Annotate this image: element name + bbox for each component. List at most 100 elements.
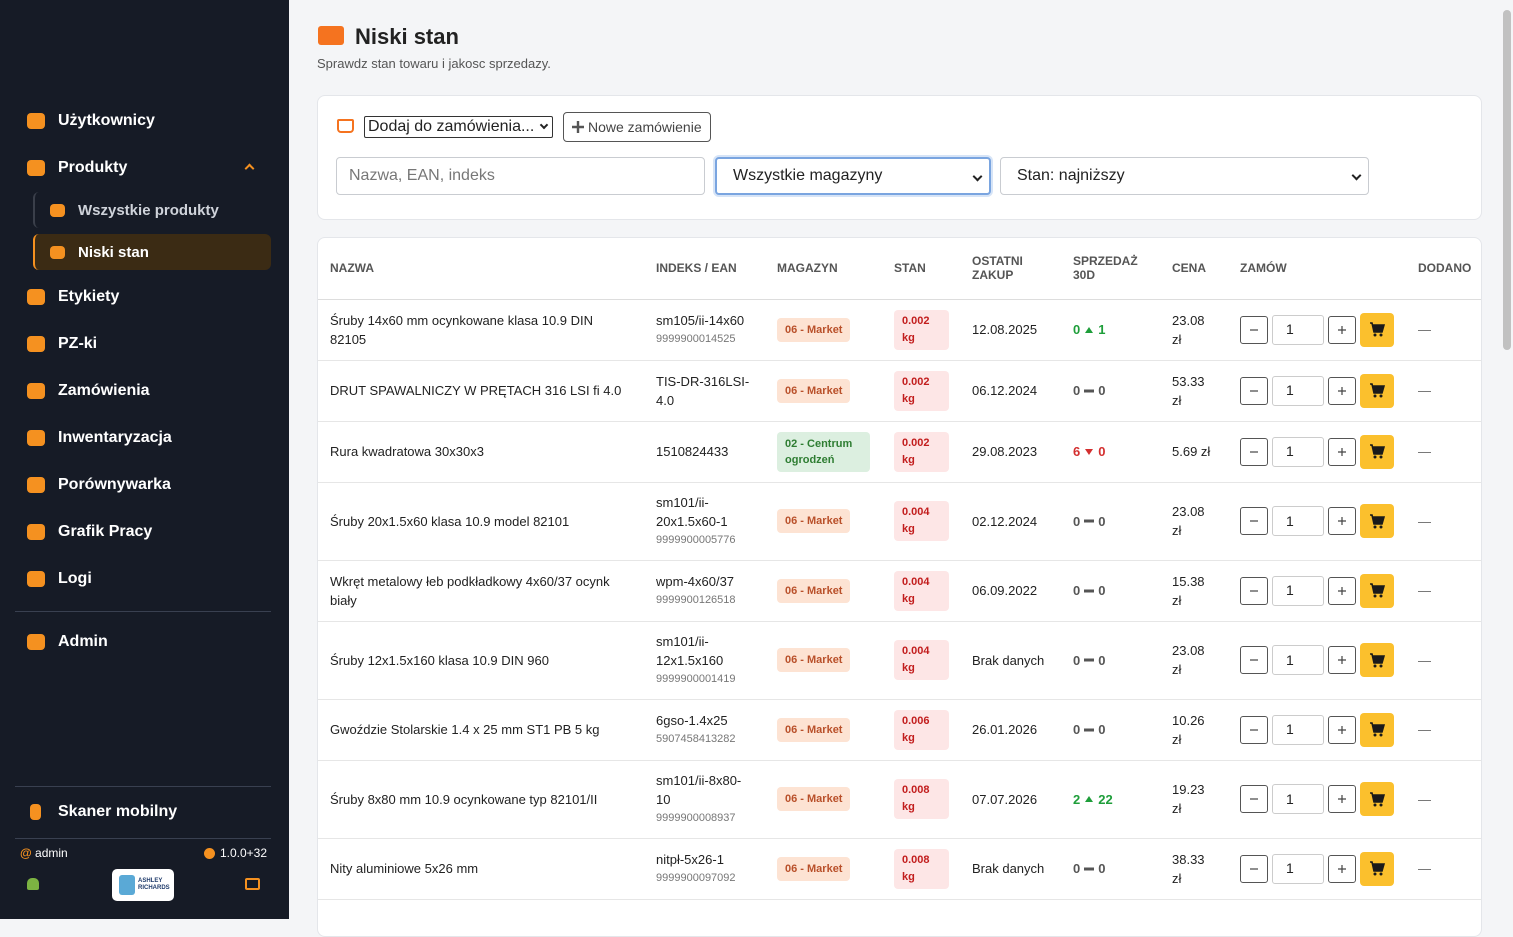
page-title: Niski stan — [355, 24, 459, 49]
plus-button[interactable] — [1328, 315, 1356, 344]
user-name: admin — [35, 846, 68, 860]
added: — — [1406, 299, 1481, 361]
sort-select[interactable]: Stan: najniższy — [1000, 157, 1369, 195]
added: — — [1406, 621, 1481, 700]
add-to-cart-button[interactable] — [1360, 373, 1394, 408]
warehouse-select[interactable]: Wszystkie magazyny — [715, 157, 991, 195]
trend-icon — [1085, 796, 1094, 802]
price: 53.33 zł — [1160, 360, 1228, 422]
product-name: Wkręt metalowy łeb podkładkowy 4x60/37 o… — [318, 560, 644, 622]
cart-icon — [1370, 583, 1385, 598]
plus-button[interactable] — [1328, 376, 1356, 405]
price: 23.08 zł — [1160, 482, 1228, 561]
qty-input[interactable]: 1 — [1272, 436, 1324, 467]
last-purchase: 26.01.2026 — [960, 699, 1061, 761]
plus-button[interactable] — [1328, 437, 1356, 466]
add-to-cart-button[interactable] — [1360, 504, 1394, 538]
trend-icon — [1084, 728, 1095, 731]
order-controls: 1 — [1240, 434, 1394, 469]
minus-button[interactable] — [1240, 376, 1268, 405]
plus-button[interactable] — [1328, 576, 1356, 605]
column-header: STAN — [882, 238, 960, 300]
android-icon[interactable] — [27, 878, 39, 890]
warehouse-cell: 06 - Market — [765, 838, 882, 900]
minus-button[interactable] — [1240, 437, 1268, 466]
subnav-item[interactable]: Niski stan — [33, 234, 271, 270]
qty-input[interactable]: 1 — [1272, 714, 1324, 745]
minus-icon — [1250, 589, 1258, 592]
order-cell: 1 — [1228, 482, 1406, 561]
nav-item[interactable]: Użytkownicy — [0, 103, 289, 139]
minus-button[interactable] — [1240, 646, 1268, 674]
minus-button[interactable] — [1240, 785, 1268, 813]
minus-icon — [1250, 328, 1258, 331]
add-to-cart-button[interactable] — [1360, 782, 1394, 816]
qty-input[interactable]: 1 — [1272, 375, 1324, 406]
order-controls: 1 — [1240, 643, 1394, 677]
plus-button[interactable] — [1328, 715, 1356, 744]
sales-to: 0 — [1098, 383, 1106, 398]
add-to-cart-button[interactable] — [1360, 712, 1394, 747]
order-controls: 1 — [1240, 373, 1394, 408]
order-controls: 1 — [1240, 851, 1394, 886]
sales-from: 0 — [1073, 583, 1081, 598]
nav-item[interactable]: Inwentaryzacja — [0, 420, 289, 456]
logout-icon[interactable] — [245, 878, 260, 890]
nav-item[interactable]: Admin — [0, 624, 289, 660]
stock-badge: 0.008 kg — [894, 779, 949, 819]
nav-item[interactable]: Grafik Pracy — [0, 514, 289, 550]
nav-item[interactable]: Produkty — [0, 150, 289, 186]
plus-button[interactable] — [1328, 507, 1356, 535]
qty-input[interactable]: 1 — [1272, 645, 1324, 675]
nav-item[interactable]: PZ-ki — [0, 326, 289, 362]
column-header: OSTATNI ZAKUP — [960, 238, 1061, 300]
qty-input[interactable]: 1 — [1272, 784, 1324, 814]
minus-button[interactable] — [1240, 854, 1268, 883]
last-purchase: 07.07.2026 — [960, 760, 1061, 839]
plus-button[interactable] — [1328, 785, 1356, 813]
scrollbar — [1503, 10, 1511, 350]
minus-button[interactable] — [1240, 507, 1268, 535]
add-to-cart-button[interactable] — [1360, 573, 1394, 608]
qty-input[interactable]: 1 — [1272, 314, 1324, 345]
add-to-cart-button[interactable] — [1360, 312, 1394, 347]
nav-label: Grafik Pracy — [58, 523, 153, 540]
cart-icon — [1370, 652, 1385, 667]
qty-input[interactable]: 1 — [1272, 853, 1324, 884]
sales-from: 0 — [1073, 513, 1081, 529]
plus-icon — [1338, 656, 1346, 664]
product-name: Śruby 20x1.5x60 klasa 10.9 model 82101 — [318, 482, 644, 561]
last-purchase: 12.08.2025 — [960, 299, 1061, 361]
add-to-cart-button[interactable] — [1360, 851, 1394, 886]
column-header: MAGAZYN — [765, 238, 882, 300]
minus-button[interactable] — [1240, 715, 1268, 744]
sales-from: 0 — [1073, 383, 1081, 398]
order-controls: 1 — [1240, 504, 1394, 538]
nav-item[interactable]: Zamówienia — [0, 373, 289, 409]
search-input[interactable]: Nazwa, EAN, indeks — [336, 157, 705, 195]
new-order-button[interactable]: Nowe zamówienie — [563, 112, 711, 142]
sales-from: 6 — [1073, 444, 1081, 459]
qty-input[interactable]: 1 — [1272, 575, 1324, 606]
minus-button[interactable] — [1240, 576, 1268, 605]
qty-input[interactable]: 1 — [1272, 506, 1324, 536]
nav-item[interactable]: Etykiety — [0, 279, 289, 315]
trend-icon — [1085, 448, 1094, 455]
sales-to: 0 — [1098, 722, 1106, 737]
nav-item[interactable]: Logi — [0, 561, 289, 597]
add-to-cart-button[interactable] — [1360, 434, 1394, 469]
plus-button[interactable] — [1328, 646, 1356, 674]
order-cell: 1 — [1228, 838, 1406, 900]
subnav-item[interactable]: Wszystkie produkty — [33, 192, 271, 228]
minus-button[interactable] — [1240, 315, 1268, 344]
nav-item[interactable]: Skaner mobilny — [0, 794, 289, 830]
order-select[interactable]: Dodaj do zamówienia... — [364, 116, 553, 138]
user: @ admin — [20, 846, 68, 860]
add-to-cart-button[interactable] — [1360, 643, 1394, 677]
nav-label: Produkty — [58, 159, 128, 176]
nav-item[interactable]: Porównywarka — [0, 467, 289, 503]
main: Niski stan Sprawdz stan towaru i jakosc … — [289, 0, 1513, 937]
plus-button[interactable] — [1328, 854, 1356, 883]
